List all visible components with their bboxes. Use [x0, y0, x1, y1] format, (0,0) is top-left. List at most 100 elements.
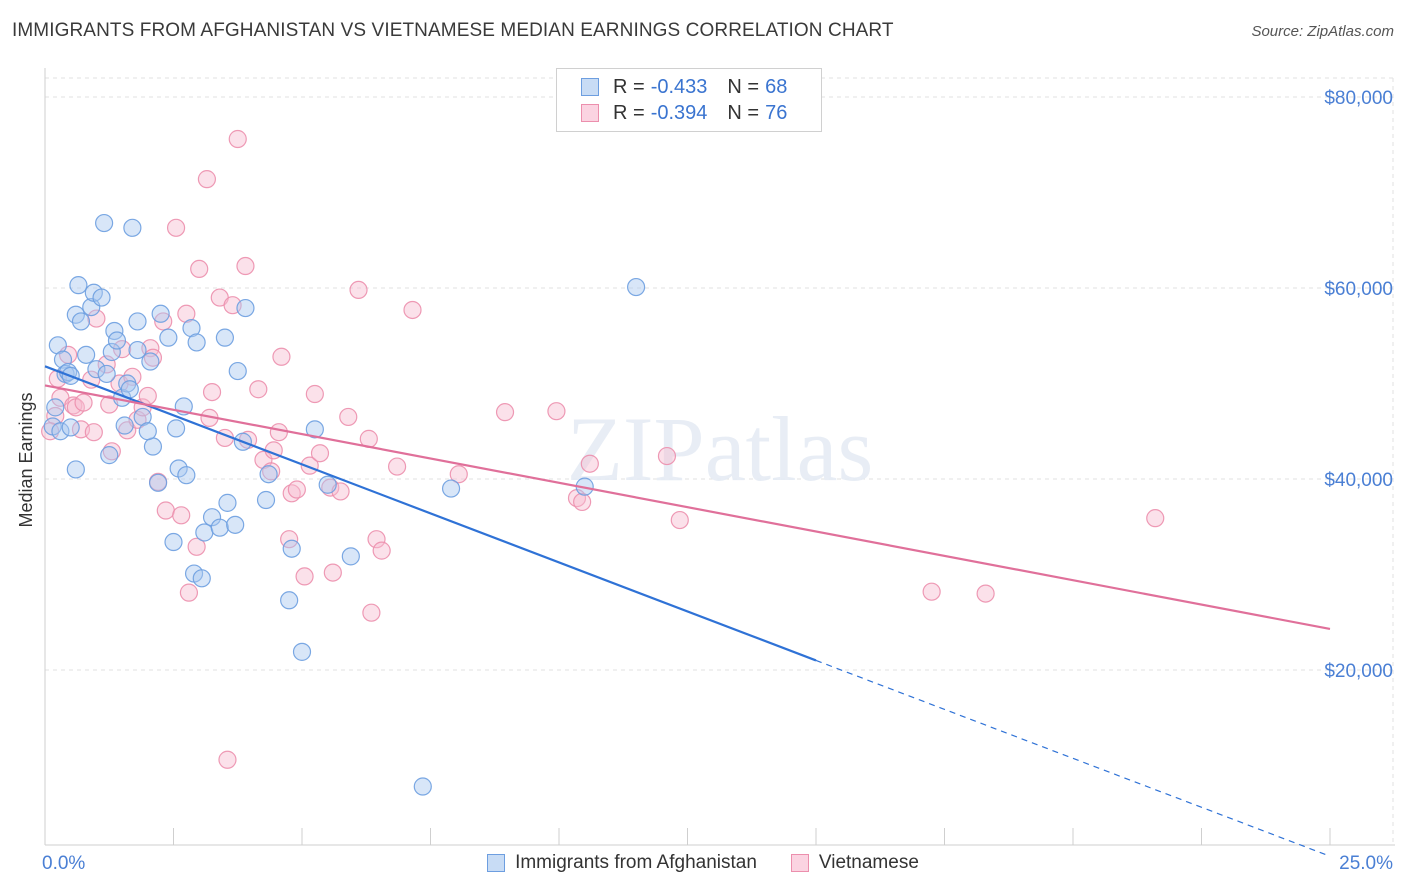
- data-point: [495, 403, 515, 422]
- data-point: [138, 422, 157, 441]
- data-point: [143, 437, 163, 456]
- data-point: [182, 319, 201, 338]
- data-point: [123, 218, 142, 237]
- legend-r-value: -0.433: [650, 75, 708, 98]
- y-tick-label: $40,000: [1324, 470, 1393, 491]
- data-point: [262, 462, 281, 481]
- data-point: [922, 582, 941, 601]
- data-point: [287, 480, 306, 499]
- data-point: [249, 380, 268, 399]
- legend-r-label: R =: [613, 101, 645, 124]
- data-point: [133, 407, 152, 427]
- legend-n-value: 68: [765, 75, 788, 98]
- legend-row-vietnamese: R = -0.394 N = 76: [581, 101, 787, 125]
- series-swatch-pink: [790, 854, 809, 872]
- trend-line-extension: [815, 659, 1331, 857]
- data-point: [172, 506, 191, 525]
- data-point: [64, 396, 83, 415]
- data-point: [280, 591, 299, 610]
- legend-n-label: N =: [727, 75, 760, 98]
- series-afghanistan: [43, 213, 646, 796]
- data-point: [71, 312, 91, 331]
- data-point: [95, 213, 114, 233]
- y-tick-label: $80,000: [1324, 88, 1393, 109]
- series-legend-label: Immigrants from Afghanistan: [515, 852, 757, 873]
- data-point: [166, 218, 186, 237]
- data-point: [236, 256, 255, 276]
- data-point: [339, 407, 358, 427]
- data-point: [159, 328, 178, 347]
- data-point: [195, 523, 214, 542]
- legend-swatch-blue: [581, 78, 599, 96]
- data-point: [269, 423, 288, 442]
- data-point: [323, 563, 342, 582]
- data-point: [387, 457, 407, 476]
- series-swatch-blue: [487, 854, 506, 872]
- data-point: [226, 515, 245, 534]
- data-point: [102, 342, 121, 362]
- data-point: [341, 547, 360, 566]
- series-legend-vietnamese[interactable]: Vietnamese: [790, 852, 919, 874]
- data-point: [318, 475, 337, 494]
- series-legend-label: Vietnamese: [818, 852, 919, 873]
- data-point: [210, 518, 229, 537]
- data-point: [449, 465, 468, 484]
- data-point: [202, 382, 222, 402]
- data-point: [41, 422, 60, 441]
- axes: [44, 68, 1395, 846]
- data-point: [403, 300, 422, 320]
- data-point: [84, 423, 103, 442]
- data-point: [100, 446, 119, 465]
- x-tick-label: 0.0%: [42, 853, 85, 874]
- data-point: [120, 380, 139, 399]
- data-point: [138, 386, 157, 406]
- data-point: [657, 446, 677, 466]
- data-point: [197, 170, 217, 189]
- data-point: [272, 347, 291, 366]
- data-point: [87, 360, 106, 379]
- x-tick-labels: 0.0% 25.0%: [42, 853, 1393, 874]
- data-point: [151, 304, 170, 323]
- data-point: [128, 340, 147, 360]
- data-point: [51, 422, 70, 441]
- data-point: [256, 490, 276, 510]
- x-tick-label: 25.0%: [1339, 853, 1393, 874]
- trend-line: [44, 365, 817, 662]
- data-point: [141, 352, 160, 371]
- watermark: ZIPatlas: [567, 398, 874, 500]
- series-legend-afghanistan[interactable]: Immigrants from Afghanistan: [487, 852, 757, 874]
- data-point: [1146, 509, 1165, 528]
- data-point: [187, 537, 206, 556]
- data-point: [192, 569, 211, 588]
- data-point: [92, 288, 111, 307]
- y-axis-label: Median Earnings: [16, 392, 36, 527]
- data-point: [166, 419, 186, 438]
- y-tick-label: $60,000: [1324, 279, 1393, 300]
- data-point: [670, 510, 689, 530]
- data-point: [156, 501, 175, 520]
- data-point: [179, 583, 199, 602]
- series-legend: Immigrants from Afghanistan Vietnamese: [0, 852, 1406, 874]
- data-point: [547, 402, 566, 421]
- data-point: [259, 465, 278, 484]
- data-point: [177, 466, 196, 485]
- data-point: [87, 309, 106, 328]
- data-point: [218, 493, 237, 512]
- legend-n-label: N =: [727, 101, 760, 124]
- trend-lines: [44, 365, 1331, 857]
- data-point: [372, 541, 391, 560]
- data-point: [228, 129, 247, 149]
- data-point: [97, 364, 116, 384]
- legend-n-value: 76: [765, 101, 788, 124]
- data-point: [413, 777, 432, 796]
- legend-swatch-pink: [581, 104, 599, 122]
- data-point: [148, 473, 168, 492]
- data-point: [218, 750, 237, 769]
- data-point: [367, 530, 386, 549]
- data-point: [305, 420, 324, 439]
- y-tick-labels: $20,000 $40,000 $60,000 $80,000: [1324, 88, 1393, 682]
- data-point: [282, 539, 301, 558]
- data-point: [976, 584, 995, 603]
- data-point: [295, 567, 314, 586]
